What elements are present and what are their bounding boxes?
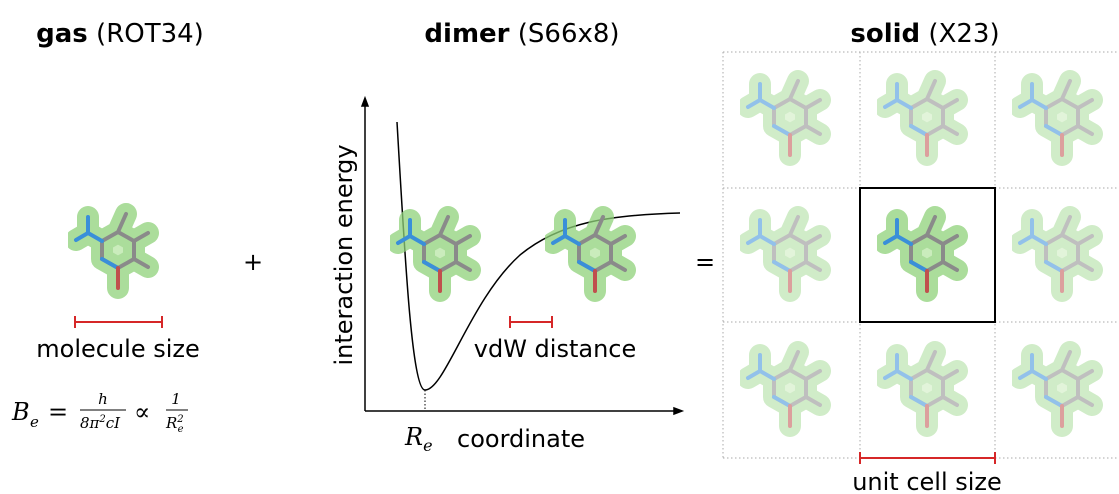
size-bar xyxy=(75,316,162,328)
text-part: 2 xyxy=(98,414,105,425)
minimum-label: Re xyxy=(404,423,433,455)
text-part: e xyxy=(178,424,184,435)
text-part: solid xyxy=(850,19,920,49)
molecule xyxy=(76,214,148,288)
molecule xyxy=(398,217,470,291)
text-part: (X23) xyxy=(928,19,999,49)
cell-bar xyxy=(860,452,995,464)
formula-part: e xyxy=(30,413,39,431)
title-sub: (ROT34) xyxy=(96,19,204,49)
text-part: 8π xyxy=(80,414,101,432)
size-label: molecule size xyxy=(36,335,200,363)
distance-bar xyxy=(510,316,552,328)
title-bold: gas xyxy=(36,19,88,49)
text-part: (S66x8) xyxy=(518,19,620,49)
text-part: cI xyxy=(106,414,121,432)
distance-label: vdW distance xyxy=(474,335,637,363)
x-axis-label: coordinate xyxy=(457,425,585,453)
panel-title: gas (ROT34) xyxy=(36,19,204,49)
text-part: e xyxy=(423,436,432,455)
text-part: dimer xyxy=(424,19,509,49)
operator: + xyxy=(243,248,263,276)
text-part: R xyxy=(165,414,177,432)
y-axis-label: interaction energy xyxy=(330,144,358,365)
formula-part: 1 xyxy=(171,390,181,408)
formula-part: 8π2cI xyxy=(80,414,121,432)
molecule xyxy=(553,217,625,291)
cell-label: unit cell size xyxy=(852,468,1002,494)
formula-part: ∝ xyxy=(134,398,150,426)
molecule xyxy=(885,217,957,291)
panel-title: dimer (S66x8) xyxy=(424,19,619,49)
axes xyxy=(362,98,682,414)
text-part: R xyxy=(404,423,423,451)
figure: gas (ROT34) molecule size B e = h 8π2cI … xyxy=(0,0,1119,494)
operator: = xyxy=(695,248,715,276)
formula-part: = xyxy=(48,398,68,426)
formula-part: B xyxy=(11,398,30,426)
formula-part: h xyxy=(98,390,108,408)
panel-title: solid (X23) xyxy=(850,19,999,49)
